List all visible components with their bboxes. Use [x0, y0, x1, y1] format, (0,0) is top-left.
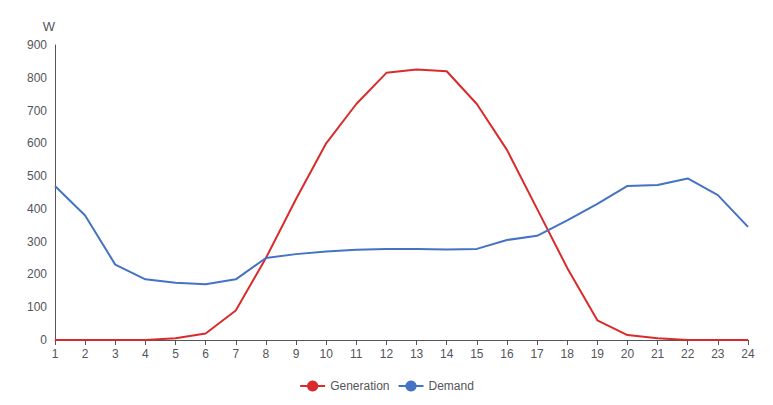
svg-text:1: 1 [52, 347, 59, 361]
svg-text:10: 10 [319, 347, 333, 361]
svg-text:7: 7 [232, 347, 239, 361]
svg-text:24: 24 [741, 347, 755, 361]
svg-text:4: 4 [142, 347, 149, 361]
svg-text:6: 6 [202, 347, 209, 361]
svg-text:12: 12 [380, 347, 394, 361]
svg-text:W: W [43, 19, 56, 34]
svg-text:15: 15 [470, 347, 484, 361]
svg-text:400: 400 [27, 202, 47, 216]
svg-text:700: 700 [27, 104, 47, 118]
svg-text:19: 19 [591, 347, 605, 361]
svg-text:0: 0 [40, 333, 47, 347]
svg-text:14: 14 [440, 347, 454, 361]
svg-text:900: 900 [27, 38, 47, 52]
svg-text:22: 22 [681, 347, 695, 361]
svg-text:3: 3 [112, 347, 119, 361]
svg-text:8: 8 [263, 347, 270, 361]
svg-text:13: 13 [410, 347, 424, 361]
svg-text:16: 16 [500, 347, 514, 361]
svg-text:17: 17 [530, 347, 544, 361]
svg-text:200: 200 [27, 267, 47, 281]
svg-text:600: 600 [27, 136, 47, 150]
svg-text:23: 23 [711, 347, 725, 361]
svg-text:20: 20 [621, 347, 635, 361]
svg-text:Demand: Demand [429, 379, 474, 393]
svg-text:800: 800 [27, 71, 47, 85]
svg-text:2: 2 [82, 347, 89, 361]
svg-text:300: 300 [27, 235, 47, 249]
svg-text:5: 5 [172, 347, 179, 361]
svg-text:18: 18 [561, 347, 575, 361]
svg-text:11: 11 [350, 347, 363, 361]
svg-text:9: 9 [293, 347, 300, 361]
svg-text:Generation: Generation [330, 379, 389, 393]
svg-text:500: 500 [27, 169, 47, 183]
svg-text:100: 100 [27, 300, 47, 314]
svg-text:21: 21 [651, 347, 665, 361]
